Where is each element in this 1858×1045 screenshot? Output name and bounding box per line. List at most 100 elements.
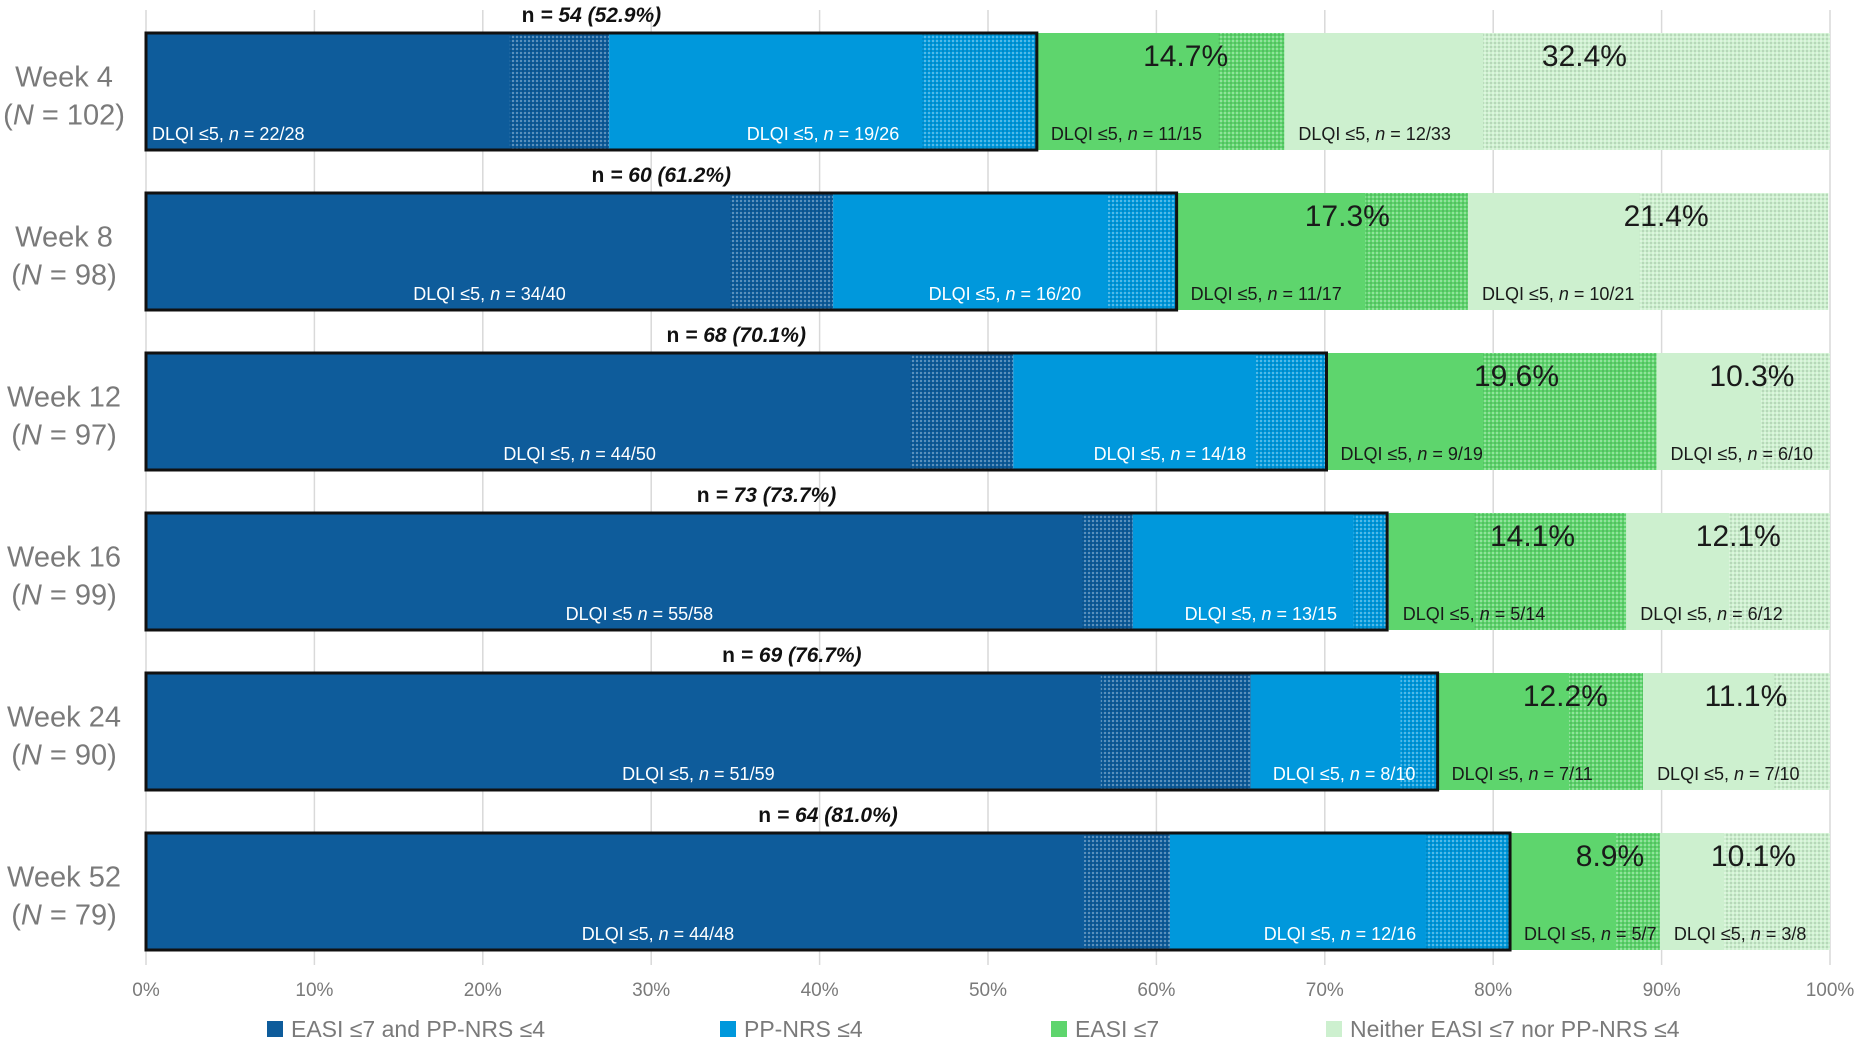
dlqi-label: DLQI ≤5, n = 13/15 <box>1185 604 1337 624</box>
bar-segment-hatched <box>730 193 834 310</box>
bar-segment-hatched <box>1255 353 1327 470</box>
bar-segment-hatched <box>1425 833 1511 950</box>
bar-segment-hatched <box>922 33 1037 150</box>
dlqi-label: DLQI ≤5, n = 19/26 <box>747 124 899 144</box>
dlqi-label: DLQI ≤5, n = 11/15 <box>1051 124 1202 144</box>
outlined-total-box <box>144 831 1512 952</box>
outlined-total-box <box>144 511 1389 632</box>
bar-segment <box>146 513 1133 630</box>
total-label: n = 68 (70.1%) <box>666 324 805 347</box>
bar-segment <box>1132 513 1389 630</box>
bar-segment-hatched <box>1616 833 1660 950</box>
dlqi-label: DLQI ≤5, n = 6/12 <box>1640 604 1782 624</box>
bar-segment-hatched <box>1760 353 1830 470</box>
percent-label: 12.2% <box>1523 680 1608 713</box>
dlqi-label: DLQI ≤5, n = 3/8 <box>1674 924 1806 944</box>
bar-segment-hatched <box>1400 673 1438 790</box>
bar-segment-hatched <box>1723 833 1830 950</box>
bar-segment-hatched <box>1728 513 1830 630</box>
legend-swatch <box>1326 1021 1342 1037</box>
legend-label: EASI ≤7 <box>1075 1016 1159 1042</box>
category-n-label: (N = 97) <box>11 420 117 452</box>
category-n-label: (N = 79) <box>11 900 117 932</box>
legend-label: PP-NRS ≤4 <box>744 1016 863 1042</box>
dlqi-label: DLQI ≤5, n = 34/40 <box>413 284 565 304</box>
dlqi-label: DLQI ≤5, n = 44/50 <box>503 444 655 464</box>
x-tick-label: 0% <box>132 980 160 1001</box>
category-n-label: (N = 99) <box>11 580 117 612</box>
percent-label: 21.4% <box>1624 200 1709 233</box>
x-tick-label: 100% <box>1806 980 1855 1001</box>
bar-segment-hatched <box>1474 513 1627 630</box>
bar-segment-hatched <box>1218 33 1285 150</box>
category-labels: Week 4 (N = 102) Week 8 (N = 98) Week 12 (N =… <box>3 62 125 932</box>
bar-segment-hatched <box>1107 193 1177 310</box>
dlqi-label: DLQI ≤5, n = 6/10 <box>1671 444 1813 464</box>
category-label: Week 24 <box>7 702 121 734</box>
percent-label: 10.3% <box>1709 360 1794 393</box>
legend-label: Neither EASI ≤7 nor PP-NRS ≤4 <box>1350 1016 1680 1042</box>
percent-label: 11.1% <box>1704 680 1787 713</box>
category-n-label: (N = 102) <box>3 100 125 132</box>
total-label: n = 73 (73.7%) <box>697 484 836 507</box>
percent-label: 32.4% <box>1542 40 1627 73</box>
percent-label: 10.1% <box>1711 840 1796 873</box>
dlqi-label: DLQI ≤5, n = 7/10 <box>1657 764 1799 784</box>
bar-segment-hatched <box>1483 353 1657 470</box>
dlqi-label: DLQI ≤5, n = 10/21 <box>1482 284 1634 304</box>
outlined-total-box <box>144 671 1440 792</box>
bar-segment-hatched <box>509 33 610 150</box>
bar-segment-hatched <box>1100 673 1251 790</box>
bar-segment-hatched <box>1353 513 1389 630</box>
x-axis-tick-labels: 0% 10% 20% 30% 40% 50% 60% 70% 80% 90% 100% <box>132 980 1854 1001</box>
x-tick-label: 10% <box>295 980 333 1001</box>
x-tick-label: 90% <box>1643 980 1681 1001</box>
bar-segment-hatched <box>1639 193 1829 310</box>
bar-segment-hatched <box>910 353 1014 470</box>
dlqi-label: DLQI ≤5, n = 22/28 <box>152 124 304 144</box>
total-label: n = 69 (76.7%) <box>722 644 861 667</box>
percent-label: 19.6% <box>1474 360 1559 393</box>
outlined-total-box <box>144 351 1328 472</box>
x-tick-label: 20% <box>464 980 502 1001</box>
legend-label: EASI ≤7 and PP-NRS ≤4 <box>291 1016 545 1042</box>
dlqi-label: DLQI ≤5, n = 5/14 <box>1403 604 1545 624</box>
category-label: Week 4 <box>15 62 113 94</box>
bar-segment-hatched <box>1083 833 1170 950</box>
x-tick-label: 60% <box>1137 980 1175 1001</box>
total-label: n = 60 (61.2%) <box>592 164 731 187</box>
dlqi-label: DLQI ≤5, n = 8/10 <box>1273 764 1415 784</box>
bar-segment-hatched <box>1365 193 1468 310</box>
legend-swatch <box>720 1021 736 1037</box>
legend-swatch <box>1051 1021 1067 1037</box>
dlqi-label: DLQI ≤5, n = 51/59 <box>622 764 774 784</box>
outlined-total-box <box>144 31 1039 152</box>
bar-segment <box>146 833 1170 950</box>
bar-segment <box>146 193 834 310</box>
percent-label: 14.7% <box>1143 40 1228 73</box>
category-label: Week 8 <box>15 222 113 254</box>
bars: DLQI ≤5, n = 22/28 DLQI ≤5, n = 19/26 DLQI… <box>144 4 1830 952</box>
category-label: Week 52 <box>7 862 121 894</box>
outlined-total-box <box>144 191 1179 312</box>
x-tick-label: 70% <box>1306 980 1344 1001</box>
percent-label: 12.1% <box>1696 520 1781 553</box>
dlqi-label: DLQI ≤5, n = 14/18 <box>1094 444 1246 464</box>
dlqi-label: DLQI ≤5, n = 9/19 <box>1340 444 1482 464</box>
bar-segment-hatched <box>1568 673 1644 790</box>
category-n-label: (N = 98) <box>11 260 117 292</box>
total-label: n = 54 (52.9%) <box>522 4 661 27</box>
gridlines <box>145 10 1831 965</box>
percent-label: 17.3% <box>1305 200 1390 233</box>
x-tick-label: 80% <box>1474 980 1512 1001</box>
total-label: n = 64 (81.0%) <box>758 804 897 827</box>
dlqi-label: DLQI ≤5, n = 5/7 <box>1524 924 1656 944</box>
bar-segment <box>146 353 1014 470</box>
bar-segment-hatched <box>1483 33 1830 150</box>
dlqi-label: DLQI ≤5, n = 16/20 <box>929 284 1081 304</box>
bar-segment-hatched <box>1774 673 1830 790</box>
bar-segment <box>146 673 1251 790</box>
dlqi-label: DLQI ≤5, n = 11/17 <box>1191 284 1342 304</box>
x-tick-label: 30% <box>632 980 670 1001</box>
